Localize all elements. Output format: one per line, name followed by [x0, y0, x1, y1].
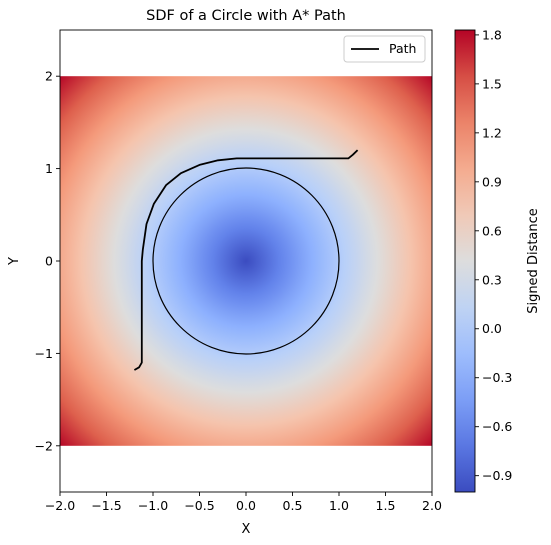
colorbar-tick-label: 0.3 [482, 272, 502, 287]
colorbar-tick-label: 1.2 [482, 125, 502, 140]
y-axis-label: Y [7, 257, 22, 266]
x-tick-label: −1.0 [138, 498, 168, 513]
circle-boundary [152, 167, 340, 355]
legend-box [343, 35, 426, 63]
sdf-field [60, 76, 432, 446]
x-tick-label: 0.0 [236, 498, 256, 513]
y-tick-label: −1 [35, 346, 53, 361]
colorbar-tick-label: 0.6 [482, 223, 502, 238]
colorbar-tick-label: 0.9 [482, 174, 502, 189]
colorbar-label: Signed Distance [526, 208, 541, 314]
y-tick-label: −2 [35, 438, 53, 453]
x-axis-label: X [242, 522, 251, 537]
colorbar-tick-label: 1.5 [482, 76, 502, 91]
colorbar-tick-label: 0.0 [482, 321, 502, 336]
path-line [133, 149, 359, 371]
x-axis-ticks: −2.0 −1.5 −1.0 −0.5 0.0 0.5 1.0 1.5 2.0 [45, 492, 442, 513]
colorbar: −0.9 −0.6 −0.3 0.0 0.3 0.6 0.9 1.2 1.5 1.8 Signed… [454, 27, 541, 493]
x-tick-label: 0.5 [283, 498, 303, 513]
colorbar-tick-label: −0.3 [482, 370, 512, 385]
x-tick-label: −1.5 [91, 498, 121, 513]
colorbar-tick-label: −0.9 [482, 468, 512, 483]
y-tick-label: 1 [45, 161, 53, 176]
x-tick-label: 1.0 [329, 498, 349, 513]
x-tick-label: 2.0 [422, 498, 442, 513]
colorbar-ticks: −0.9 −0.6 −0.3 0.0 0.3 0.6 0.9 1.2 1.5 1.8 [475, 27, 512, 483]
x-tick-label: 1.5 [376, 498, 396, 513]
colorbar-tick-label: −0.6 [482, 419, 512, 434]
x-tick-label: −2.0 [45, 498, 75, 513]
colorbar-bar [454, 29, 476, 493]
chart-title: SDF of a Circle with A* Path [146, 8, 346, 24]
legend-path-label: Path [389, 41, 416, 56]
legend: Path [343, 35, 426, 63]
x-tick-label: −0.5 [184, 498, 214, 513]
y-tick-label: 2 [45, 69, 53, 84]
colorbar-tick-label: 1.8 [482, 27, 502, 42]
plot-area [59, 29, 433, 493]
y-tick-label: 0 [45, 254, 53, 269]
y-axis-ticks: −2 −1 0 1 2 [35, 69, 60, 453]
